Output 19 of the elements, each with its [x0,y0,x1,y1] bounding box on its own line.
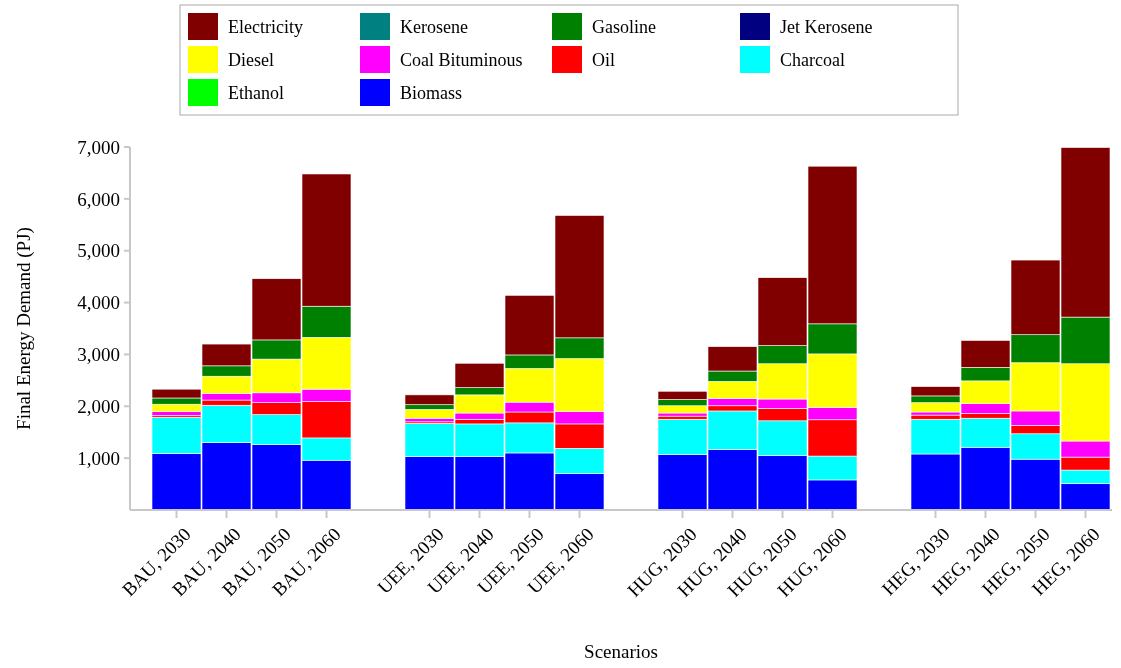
legend-label: Electricity [228,17,303,37]
y-tick-label: 6,000 [77,188,120,210]
legend-label: Gasoline [592,17,656,37]
legend-label: Biomass [400,83,463,103]
legend-label: Jet Kerosene [780,17,873,37]
legend-label: Diesel [228,50,274,70]
y-tick-label: 5,000 [77,240,120,262]
legend-label: Charcoal [780,50,845,70]
y-tick-label: 2,000 [77,395,120,417]
legend-label: Ethanol [228,83,284,103]
y-tick-label: 7,000 [77,136,120,158]
y-tick-label: 1,000 [77,447,120,469]
y-tick-label: 4,000 [77,292,120,314]
x-axis-title: Scenarios [584,641,658,662]
legend-label: Kerosene [400,17,468,37]
legend-label: Coal Bituminous [400,50,523,70]
y-axis-title: Final Energy Demand (PJ) [13,227,35,430]
legend-label: Oil [592,50,616,70]
y-tick-label: 3,000 [77,344,120,366]
